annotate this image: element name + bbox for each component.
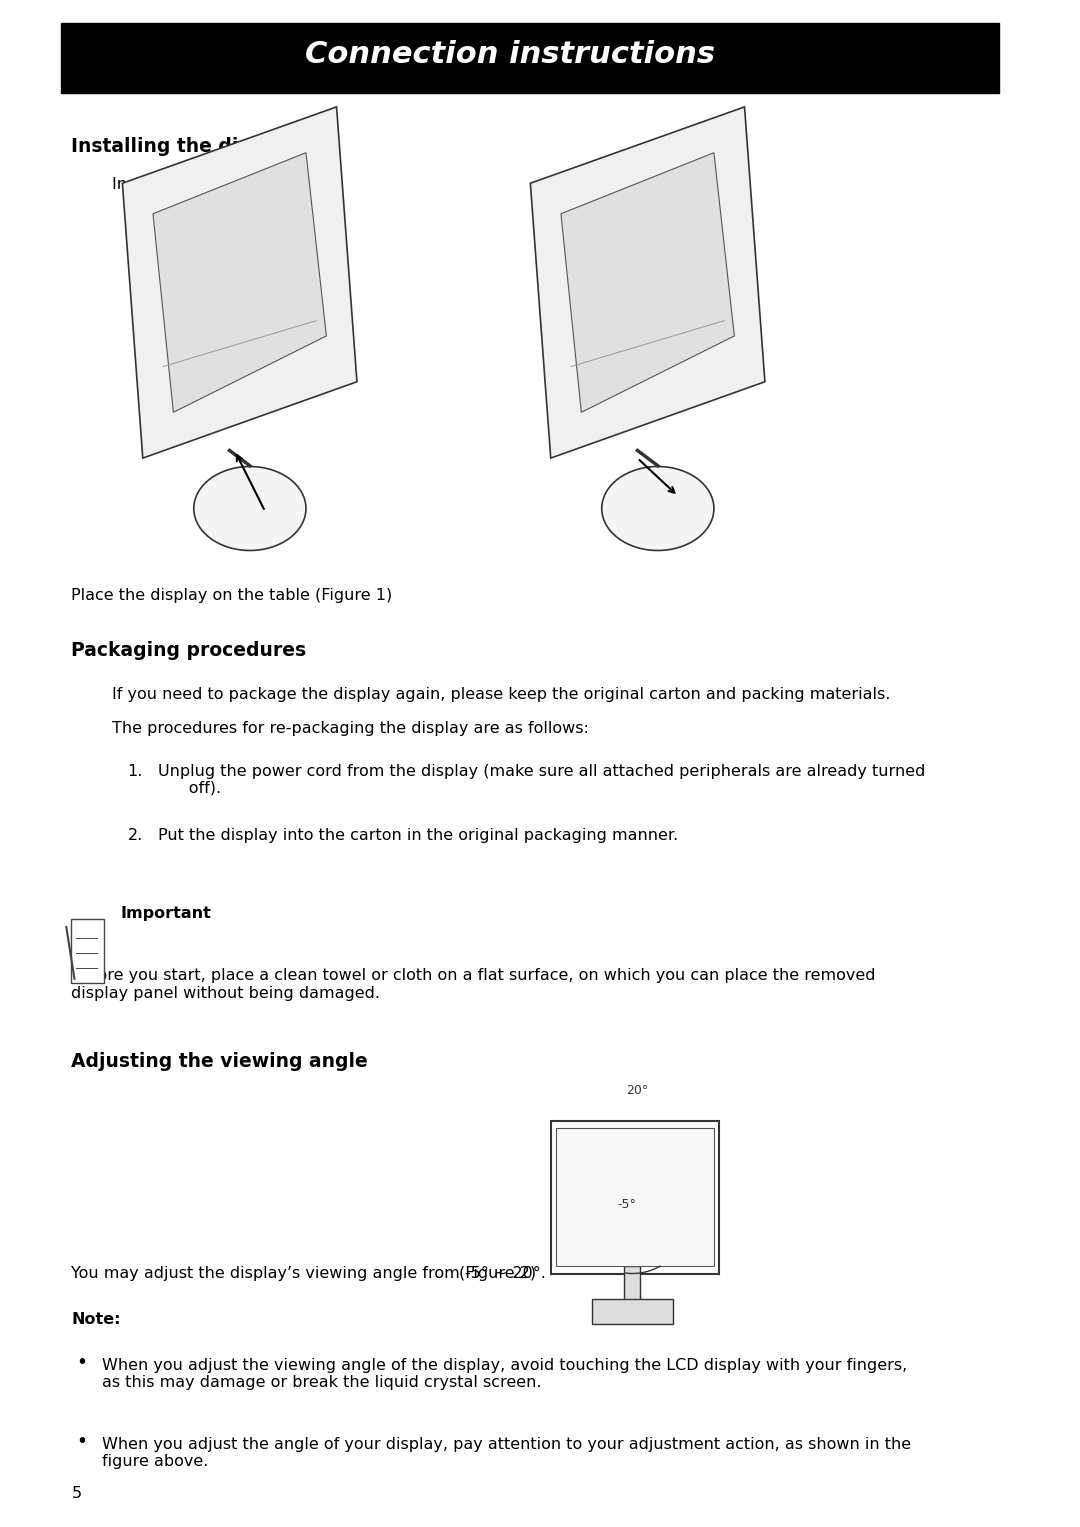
Text: 1.: 1.: [127, 764, 143, 779]
Text: Installing the display: Installing the display: [71, 137, 294, 156]
Text: Packaging procedures: Packaging procedures: [71, 641, 307, 660]
Polygon shape: [561, 153, 734, 412]
Text: Adjusting the viewing angle: Adjusting the viewing angle: [71, 1052, 368, 1070]
Polygon shape: [122, 107, 357, 458]
Ellipse shape: [602, 466, 714, 550]
Polygon shape: [153, 153, 326, 412]
Text: 2.: 2.: [127, 828, 143, 843]
Bar: [71, 919, 104, 983]
Text: You may adjust the display’s viewing angle from -5° ~ 20°.: You may adjust the display’s viewing ang…: [71, 1266, 546, 1281]
Text: Important: Important: [120, 906, 212, 921]
Text: Before you start, place a clean towel or cloth on a flat surface, on which you c: Before you start, place a clean towel or…: [71, 968, 876, 1000]
Text: If you need to package the display again, please keep the original carton and pa: If you need to package the display again…: [112, 687, 891, 702]
Text: (Figure 2): (Figure 2): [459, 1266, 536, 1281]
Polygon shape: [530, 107, 765, 458]
Text: Connection instructions: Connection instructions: [305, 41, 715, 69]
Text: -5°: -5°: [618, 1199, 637, 1211]
Text: Place the display on the table (Figure 1): Place the display on the table (Figure 1…: [71, 588, 393, 603]
Bar: [556, 1128, 714, 1266]
Bar: [624, 1266, 640, 1304]
Text: •: •: [76, 1432, 87, 1451]
Text: Note:: Note:: [71, 1312, 121, 1327]
Text: When you adjust the viewing angle of the display, avoid touching the LCD display: When you adjust the viewing angle of the…: [102, 1358, 907, 1390]
Text: Unplug the power cord from the display (make sure all attached peripherals are a: Unplug the power cord from the display (…: [158, 764, 926, 796]
Text: When you adjust the angle of your display, pay attention to your adjustment acti: When you adjust the angle of your displa…: [102, 1437, 912, 1469]
Text: The procedures for re-packaging the display are as follows:: The procedures for re-packaging the disp…: [112, 721, 589, 736]
Bar: [551, 1121, 719, 1274]
Text: Put the display into the carton in the original packaging manner.: Put the display into the carton in the o…: [158, 828, 678, 843]
Bar: [62, 23, 999, 93]
Text: •: •: [76, 1353, 87, 1371]
Text: 20°: 20°: [626, 1084, 649, 1096]
Ellipse shape: [193, 466, 306, 550]
Text: 5: 5: [71, 1486, 81, 1501]
Bar: [592, 1299, 673, 1324]
Text: Install:    Remove:: Install: Remove:: [112, 177, 257, 192]
